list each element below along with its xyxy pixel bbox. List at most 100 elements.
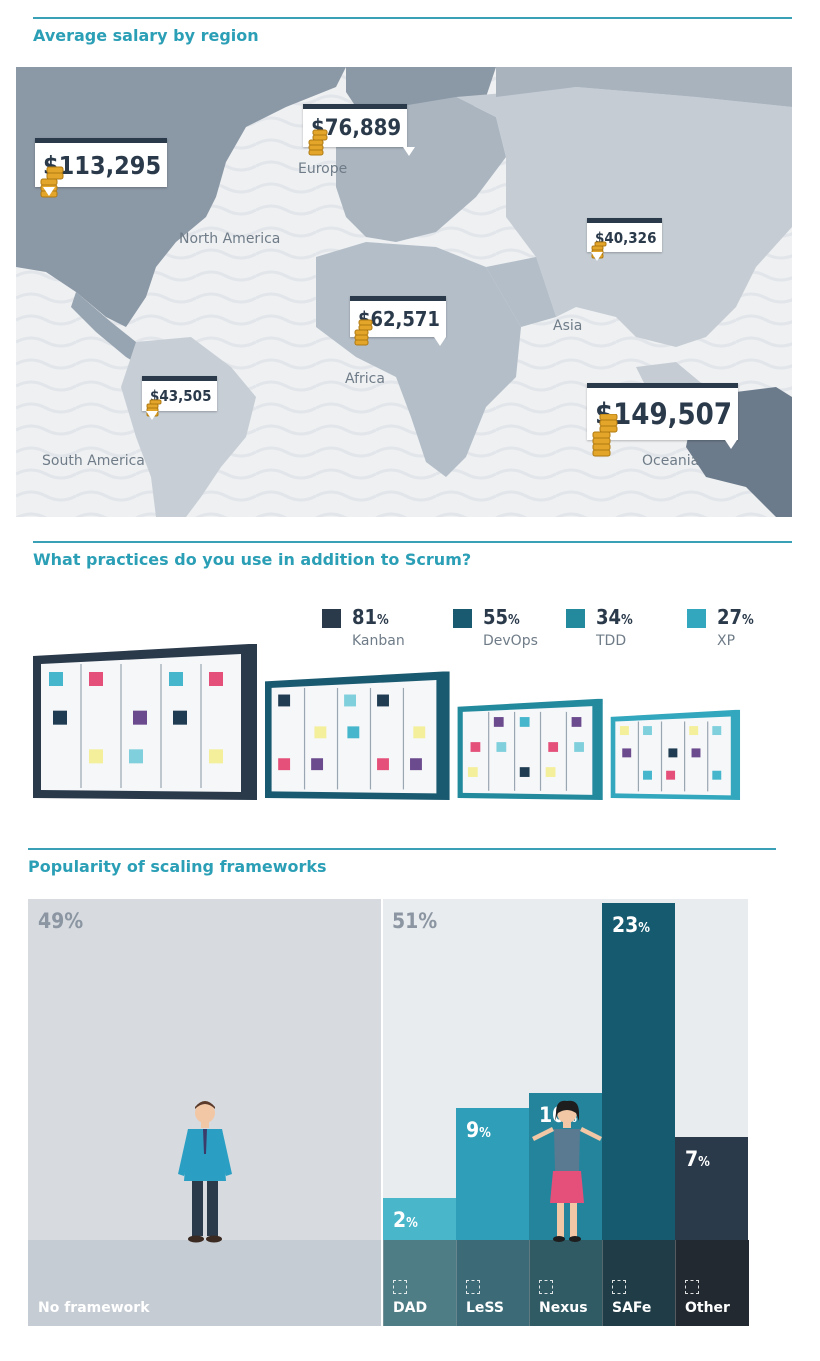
world-map: North America Europe Asia Africa South A… xyxy=(16,67,792,517)
kanban-board-devops xyxy=(265,671,450,800)
sticky-note xyxy=(377,694,389,707)
kanban-boards-illustration xyxy=(33,644,741,800)
salary-tag-africa: $62,571 xyxy=(350,296,446,346)
salary-amount: $43,505 xyxy=(150,387,212,405)
woman-figure-icon xyxy=(532,1100,602,1242)
sticky-note xyxy=(519,717,530,727)
framework-placeholder-icon xyxy=(612,1280,626,1294)
board-surface xyxy=(462,706,593,795)
salary-tag-asia: $40,326 xyxy=(587,218,663,261)
sticky-note xyxy=(643,726,652,736)
bar-other xyxy=(675,1137,748,1240)
practice-name: TDD xyxy=(596,633,627,649)
framework-placeholder-icon xyxy=(393,1280,407,1294)
salary-tag-oceania: $149,507 xyxy=(587,383,738,457)
practice-percent: 55% xyxy=(483,605,520,629)
practice-percent: 34% xyxy=(596,605,633,629)
no-framework-floor xyxy=(28,1240,381,1326)
sticky-note xyxy=(133,710,147,725)
sticky-note xyxy=(278,694,291,707)
sticky-note xyxy=(470,742,481,752)
bar-value-label: 7% xyxy=(685,1147,710,1172)
sticky-note xyxy=(666,770,676,780)
bar-floor-dad xyxy=(383,1240,457,1326)
bar-floor-less xyxy=(456,1240,530,1326)
kanban-board-kanban xyxy=(33,644,257,800)
region-label-asia: Asia xyxy=(553,318,583,334)
frameworks-section-title: Popularity of scaling frameworks xyxy=(28,857,327,876)
practice-name: Kanban xyxy=(352,633,405,649)
salary-tag-europe: $76,889 xyxy=(303,104,415,156)
bar-category-label: DAD xyxy=(393,1300,428,1316)
sticky-note xyxy=(49,672,63,686)
region-label-north-america: North America xyxy=(179,231,281,247)
bar-floor-safe xyxy=(602,1240,676,1326)
man-figure-icon xyxy=(178,1101,232,1243)
section-divider xyxy=(33,17,792,19)
sticky-note xyxy=(173,710,187,725)
sticky-note xyxy=(548,742,559,752)
framework-placeholder-icon xyxy=(466,1280,480,1294)
legend-swatch xyxy=(566,609,585,628)
sticky-note xyxy=(619,726,629,736)
sticky-note xyxy=(712,726,722,736)
bar-dad xyxy=(383,1198,456,1240)
practices-section-title: What practices do you use in addition to… xyxy=(33,550,472,569)
section-divider xyxy=(28,848,776,850)
sticky-note xyxy=(209,672,223,686)
bar-floor-nexus xyxy=(529,1240,603,1326)
sticky-note xyxy=(89,749,103,764)
salary-amount: $40,326 xyxy=(595,228,657,247)
sticky-note xyxy=(311,758,324,771)
sticky-note xyxy=(347,726,360,739)
region-label-oceania: Oceania xyxy=(642,453,700,469)
region-label-europe: Europe xyxy=(298,161,348,177)
sticky-note xyxy=(53,710,67,725)
practice-name: DevOps xyxy=(483,633,538,649)
sticky-note xyxy=(574,742,584,752)
bar-category-label: Nexus xyxy=(539,1300,588,1316)
sticky-note xyxy=(691,748,701,758)
frameworks-percent: 51% xyxy=(392,909,438,933)
sticky-note xyxy=(668,748,678,758)
sticky-note xyxy=(169,672,183,686)
sticky-note xyxy=(493,717,504,727)
bar-value-label: 23% xyxy=(612,913,651,937)
bar-less xyxy=(456,1108,529,1240)
sticky-note xyxy=(314,726,327,739)
region-label-south-america: South America xyxy=(42,453,145,469)
salary-amount: $149,507 xyxy=(595,397,732,431)
region-label-africa: Africa xyxy=(345,371,385,387)
kanban-board-xp xyxy=(610,709,741,800)
sticky-note xyxy=(413,726,426,739)
no-framework-percent: 49% xyxy=(38,909,84,933)
bar-category-label: Other xyxy=(685,1300,730,1316)
sticky-note xyxy=(209,749,223,764)
sticky-note xyxy=(278,758,291,771)
sticky-note xyxy=(622,748,632,758)
sticky-note xyxy=(377,758,389,771)
sticky-note xyxy=(467,767,478,777)
bar-floor-other xyxy=(675,1240,749,1326)
sticky-note xyxy=(344,694,356,707)
scaling-frameworks-chart: 49% No framework 51% 2%DAD9%LeSS10%Nexus… xyxy=(28,899,749,1326)
framework-placeholder-icon xyxy=(539,1280,553,1294)
framework-placeholder-icon xyxy=(685,1280,699,1294)
sticky-note xyxy=(89,672,103,686)
bar-value-label: 9% xyxy=(466,1118,491,1143)
sticky-note xyxy=(545,767,556,777)
practice-percent: 81% xyxy=(352,605,389,629)
bar-category-label: LeSS xyxy=(466,1300,504,1316)
sticky-note xyxy=(643,770,652,780)
sticky-note xyxy=(519,767,530,777)
legend-swatch xyxy=(322,609,341,628)
sticky-note xyxy=(496,742,507,752)
practice-percent: 27% xyxy=(717,605,754,629)
sticky-note xyxy=(410,758,422,771)
salary-tag-north-america: $113,295 xyxy=(35,138,168,198)
salary-tag-south-america: $43,505 xyxy=(142,376,218,420)
sticky-note xyxy=(571,717,582,727)
sticky-note xyxy=(689,726,699,736)
section-divider xyxy=(33,541,792,543)
practice-name: XP xyxy=(717,633,736,649)
